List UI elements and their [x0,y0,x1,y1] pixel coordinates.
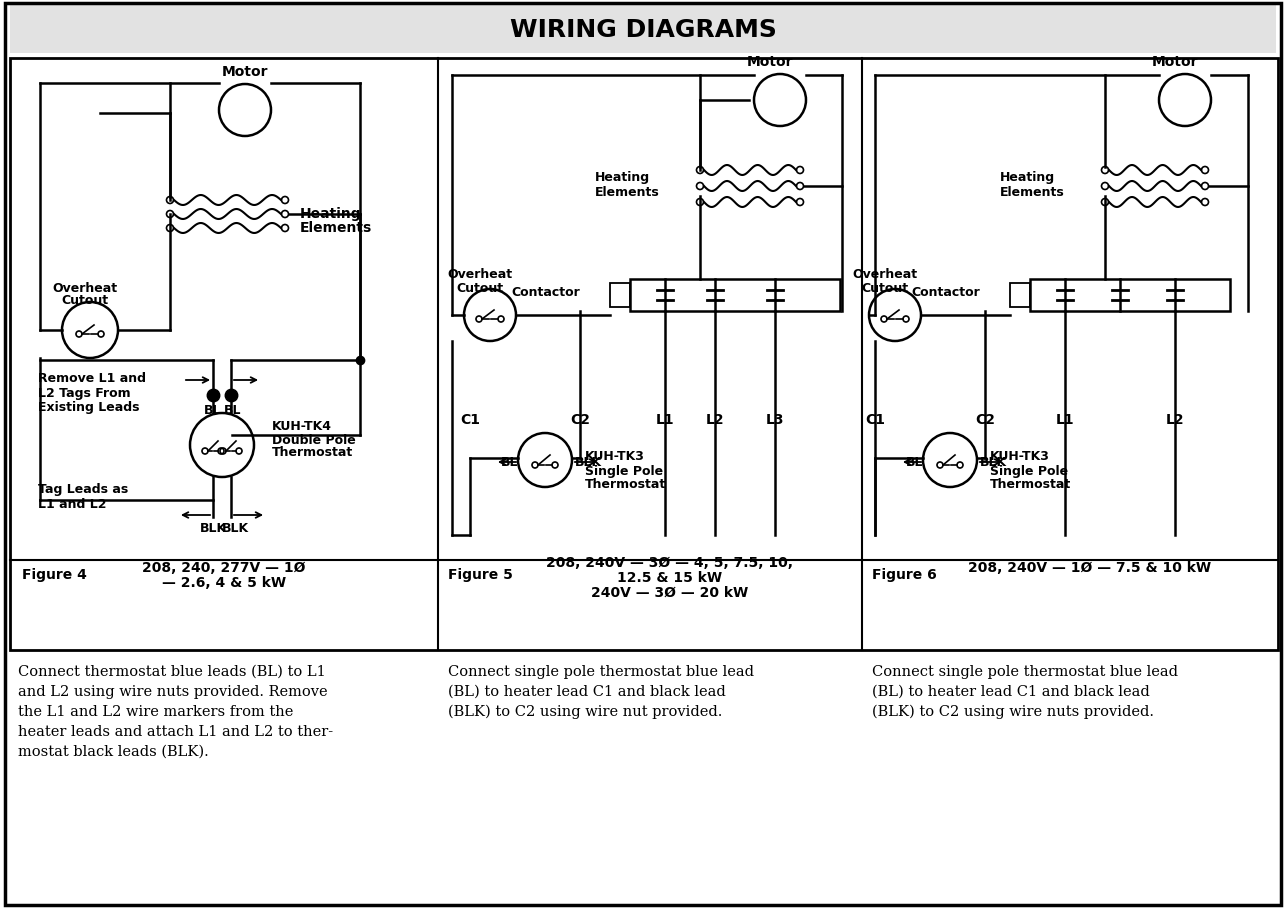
Text: L1 and L2: L1 and L2 [39,499,107,511]
Text: BL: BL [204,403,221,417]
Text: (BLK) to C2 using wire nut provided.: (BLK) to C2 using wire nut provided. [448,705,723,720]
Bar [610,283,630,307]
Bar [10,5,1276,53]
Text: BLK: BLK [575,456,602,469]
Text: Cutout: Cutout [62,294,108,307]
Text: Existing Leads: Existing Leads [39,401,139,414]
Text: C2: C2 [570,413,590,427]
Text: Contactor: Contactor [512,287,580,299]
Text: WIRING DIAGRAMS: WIRING DIAGRAMS [509,18,777,42]
Text: BLK: BLK [221,522,248,535]
Text: L1: L1 [1056,413,1074,427]
Text: Elements: Elements [1001,186,1065,198]
Text: Thermostat: Thermostat [273,447,354,460]
Text: Figure 6: Figure 6 [872,568,936,582]
Text: BL: BL [224,403,242,417]
Bar [1030,279,1229,311]
Text: — 2.6, 4 & 5 kW: — 2.6, 4 & 5 kW [162,576,285,590]
Text: (BLK) to C2 using wire nuts provided.: (BLK) to C2 using wire nuts provided. [872,705,1154,720]
Text: BLK: BLK [980,456,1007,469]
Bar [630,279,840,311]
Text: mostat black leads (BLK).: mostat black leads (BLK). [18,745,208,759]
Text: L2 Tags From: L2 Tags From [39,387,131,399]
Text: C1: C1 [460,413,480,427]
Text: Motor: Motor [221,65,269,79]
Text: 208, 240V — 1Ø — 7.5 & 10 kW: 208, 240V — 1Ø — 7.5 & 10 kW [968,561,1211,575]
Text: Figure 4: Figure 4 [22,568,87,582]
Text: Remove L1 and: Remove L1 and [39,371,147,385]
Text: 208, 240V — 3Ø — 4, 5, 7.5, 10,: 208, 240V — 3Ø — 4, 5, 7.5, 10, [547,556,793,570]
Text: Elements: Elements [300,221,372,235]
Text: Motor: Motor [747,55,793,69]
Text: Heating: Heating [300,207,361,221]
Text: Overheat: Overheat [853,268,918,281]
Text: (BL) to heater lead C1 and black lead: (BL) to heater lead C1 and black lead [872,685,1150,699]
Text: L3: L3 [765,413,784,427]
Text: Heating: Heating [1001,171,1055,185]
Text: C2: C2 [975,413,995,427]
Text: and L2 using wire nuts provided. Remove: and L2 using wire nuts provided. Remove [18,685,328,699]
Text: BL: BL [500,456,518,469]
Text: Single Pole: Single Pole [990,464,1069,478]
Text: the L1 and L2 wire markers from the: the L1 and L2 wire markers from the [18,705,293,719]
Text: Double Pole: Double Pole [273,433,356,447]
Bar [10,58,1278,650]
Text: Connect thermostat blue leads (BL) to L1: Connect thermostat blue leads (BL) to L1 [18,665,325,679]
Text: Single Pole: Single Pole [585,464,664,478]
Text: L1: L1 [656,413,674,427]
Text: Heating: Heating [595,171,651,185]
Text: 208, 240, 277V — 1Ø: 208, 240, 277V — 1Ø [143,561,306,575]
Bar [1010,283,1030,307]
Text: Thermostat: Thermostat [990,479,1071,491]
Text: Elements: Elements [595,186,660,198]
Text: Cutout: Cutout [457,281,504,295]
Text: BLK: BLK [199,522,226,535]
Text: Overheat: Overheat [448,268,513,281]
Text: 240V — 3Ø — 20 kW: 240V — 3Ø — 20 kW [592,586,748,600]
Text: L2: L2 [706,413,724,427]
Text: Tag Leads as: Tag Leads as [39,483,129,497]
Text: heater leads and attach L1 and L2 to ther-: heater leads and attach L1 and L2 to the… [18,725,333,739]
Text: L2: L2 [1165,413,1184,427]
Text: Figure 5: Figure 5 [448,568,513,582]
Text: Contactor: Contactor [912,287,980,299]
Text: (BL) to heater lead C1 and black lead: (BL) to heater lead C1 and black lead [448,685,725,699]
Text: BL: BL [905,456,923,469]
Text: Connect single pole thermostat blue lead: Connect single pole thermostat blue lead [448,665,754,679]
Text: 12.5 & 15 kW: 12.5 & 15 kW [617,571,723,585]
Text: Connect single pole thermostat blue lead: Connect single pole thermostat blue lead [872,665,1178,679]
Text: KUH-TK3: KUH-TK3 [585,450,644,463]
Text: KUH-TK3: KUH-TK3 [990,450,1049,463]
Text: Overheat: Overheat [53,281,117,295]
Text: Cutout: Cutout [862,281,909,295]
Text: Thermostat: Thermostat [585,479,666,491]
Text: KUH-TK4: KUH-TK4 [273,420,332,433]
Text: C1: C1 [865,413,885,427]
Text: Motor: Motor [1152,55,1199,69]
